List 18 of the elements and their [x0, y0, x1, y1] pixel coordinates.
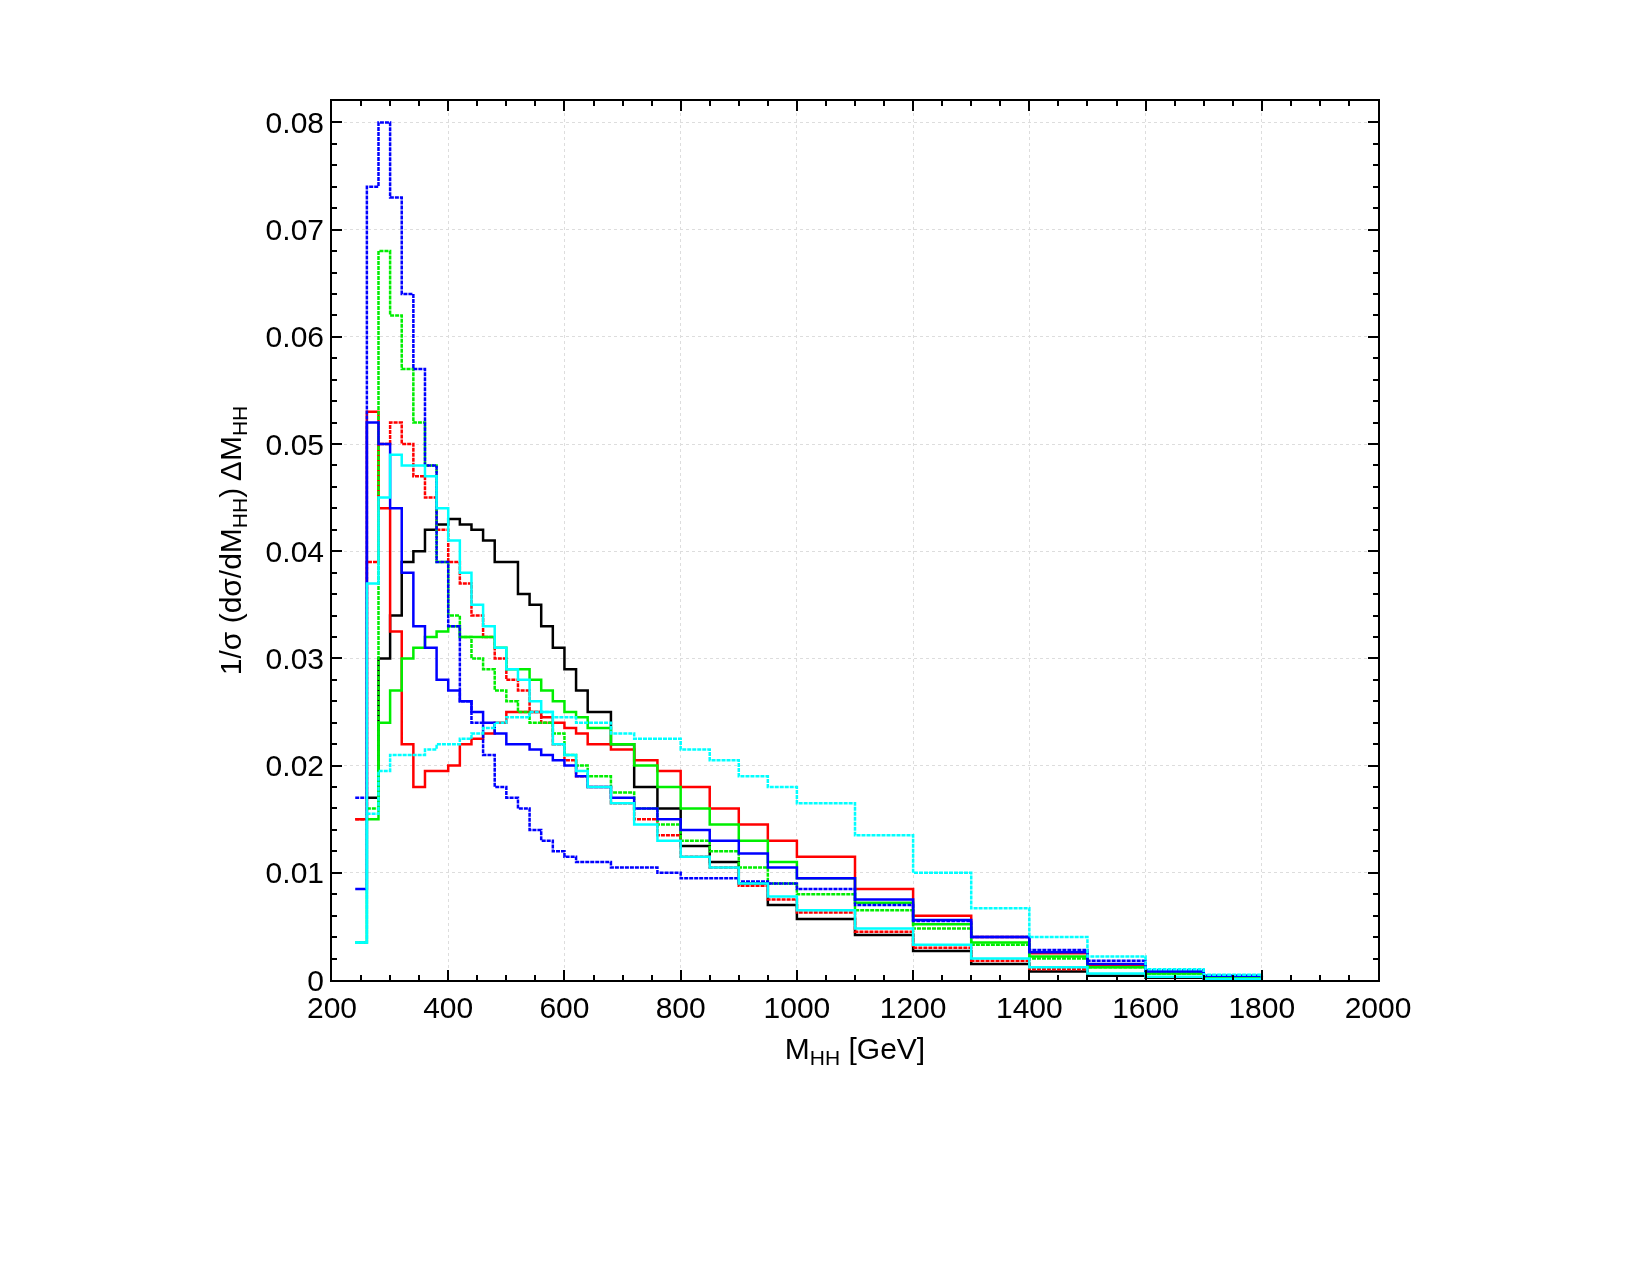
x-tick-label: 1000	[763, 991, 831, 1024]
y-tick-label: 0.07	[265, 213, 324, 247]
x-tick-label: 1200	[879, 991, 947, 1024]
y-tick-label: 0.03	[265, 641, 324, 675]
x-tick-label: 2000	[1344, 991, 1412, 1024]
x-tick-label: 1800	[1228, 991, 1296, 1024]
x-tick-label: 1400	[995, 991, 1063, 1024]
y-tick-label: 0.01	[265, 856, 324, 890]
y-tick-label: 0.05	[265, 427, 324, 461]
x-tick-label: 600	[539, 991, 590, 1024]
y-tick-label: 0.06	[265, 320, 324, 354]
x-axis-title: M$_{HH}$ [GeV]	[784, 1032, 926, 1070]
y-tick-label: 0.08	[265, 105, 324, 139]
x-tick-label: 400	[423, 991, 474, 1024]
x-tick-label: 1600	[1112, 991, 1179, 1024]
x-tick-label: 800	[655, 991, 706, 1024]
y-tick-label: 0.02	[265, 749, 324, 783]
y-tick-label: 0.04	[265, 534, 324, 568]
